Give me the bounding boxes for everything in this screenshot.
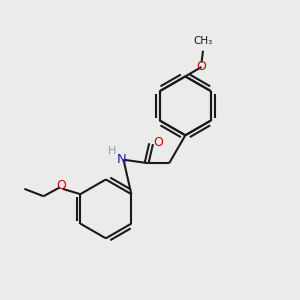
- Text: O: O: [153, 136, 163, 149]
- Text: H: H: [108, 146, 116, 156]
- Text: O: O: [196, 61, 206, 74]
- Text: CH₃: CH₃: [194, 36, 213, 46]
- Text: N: N: [117, 153, 127, 166]
- Text: O: O: [56, 179, 66, 192]
